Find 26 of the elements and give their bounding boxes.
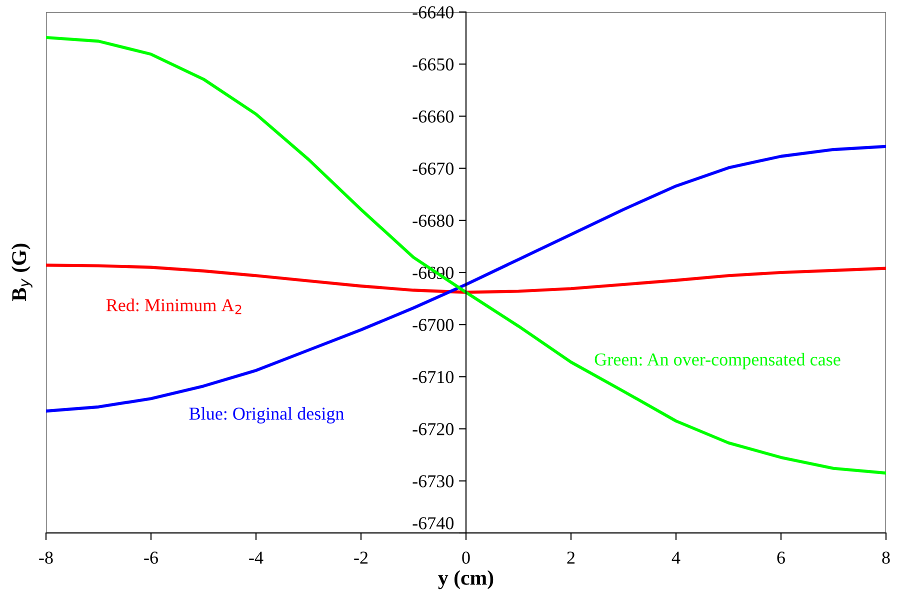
series-label: Blue: Original design (189, 407, 344, 424)
line-series (46, 264, 886, 294)
y-tick-label: -6730 (412, 475, 454, 488)
series-label: Red: Minimum A$_{2}$ (106, 298, 242, 314)
y-tick-label: -6680 (412, 214, 454, 227)
x-tick-label: -4 (249, 552, 264, 564)
x-tick-label: 8 (882, 552, 890, 564)
series-label: Green: An over-compensated case (594, 352, 840, 370)
y-tick-label: -6710 (412, 370, 454, 384)
y-tick-label: -6720 (412, 423, 454, 436)
y-tick-label: -6650 (412, 58, 454, 71)
y-tick-label: -6640 (412, 6, 454, 18)
x-tick-label: 4 (672, 552, 680, 564)
x-tick-label: 0 (462, 552, 470, 564)
y-tick-label: -6740 (412, 517, 454, 530)
y-axis-title: B$_{y}$ (G) (11, 244, 32, 302)
x-axis-title: y (cm) (438, 570, 494, 590)
line-series (46, 36, 886, 475)
x-tick-label: -6 (144, 552, 158, 564)
y-tick-label: -6670 (412, 162, 454, 175)
x-tick-label: 6 (777, 552, 785, 564)
x-tick-label: -2 (354, 552, 368, 564)
x-tick-label: -8 (39, 552, 53, 564)
y-tick-label: -6660 (412, 110, 454, 123)
y-tick-label: -6700 (412, 318, 454, 332)
x-tick-label: 2 (567, 552, 575, 564)
